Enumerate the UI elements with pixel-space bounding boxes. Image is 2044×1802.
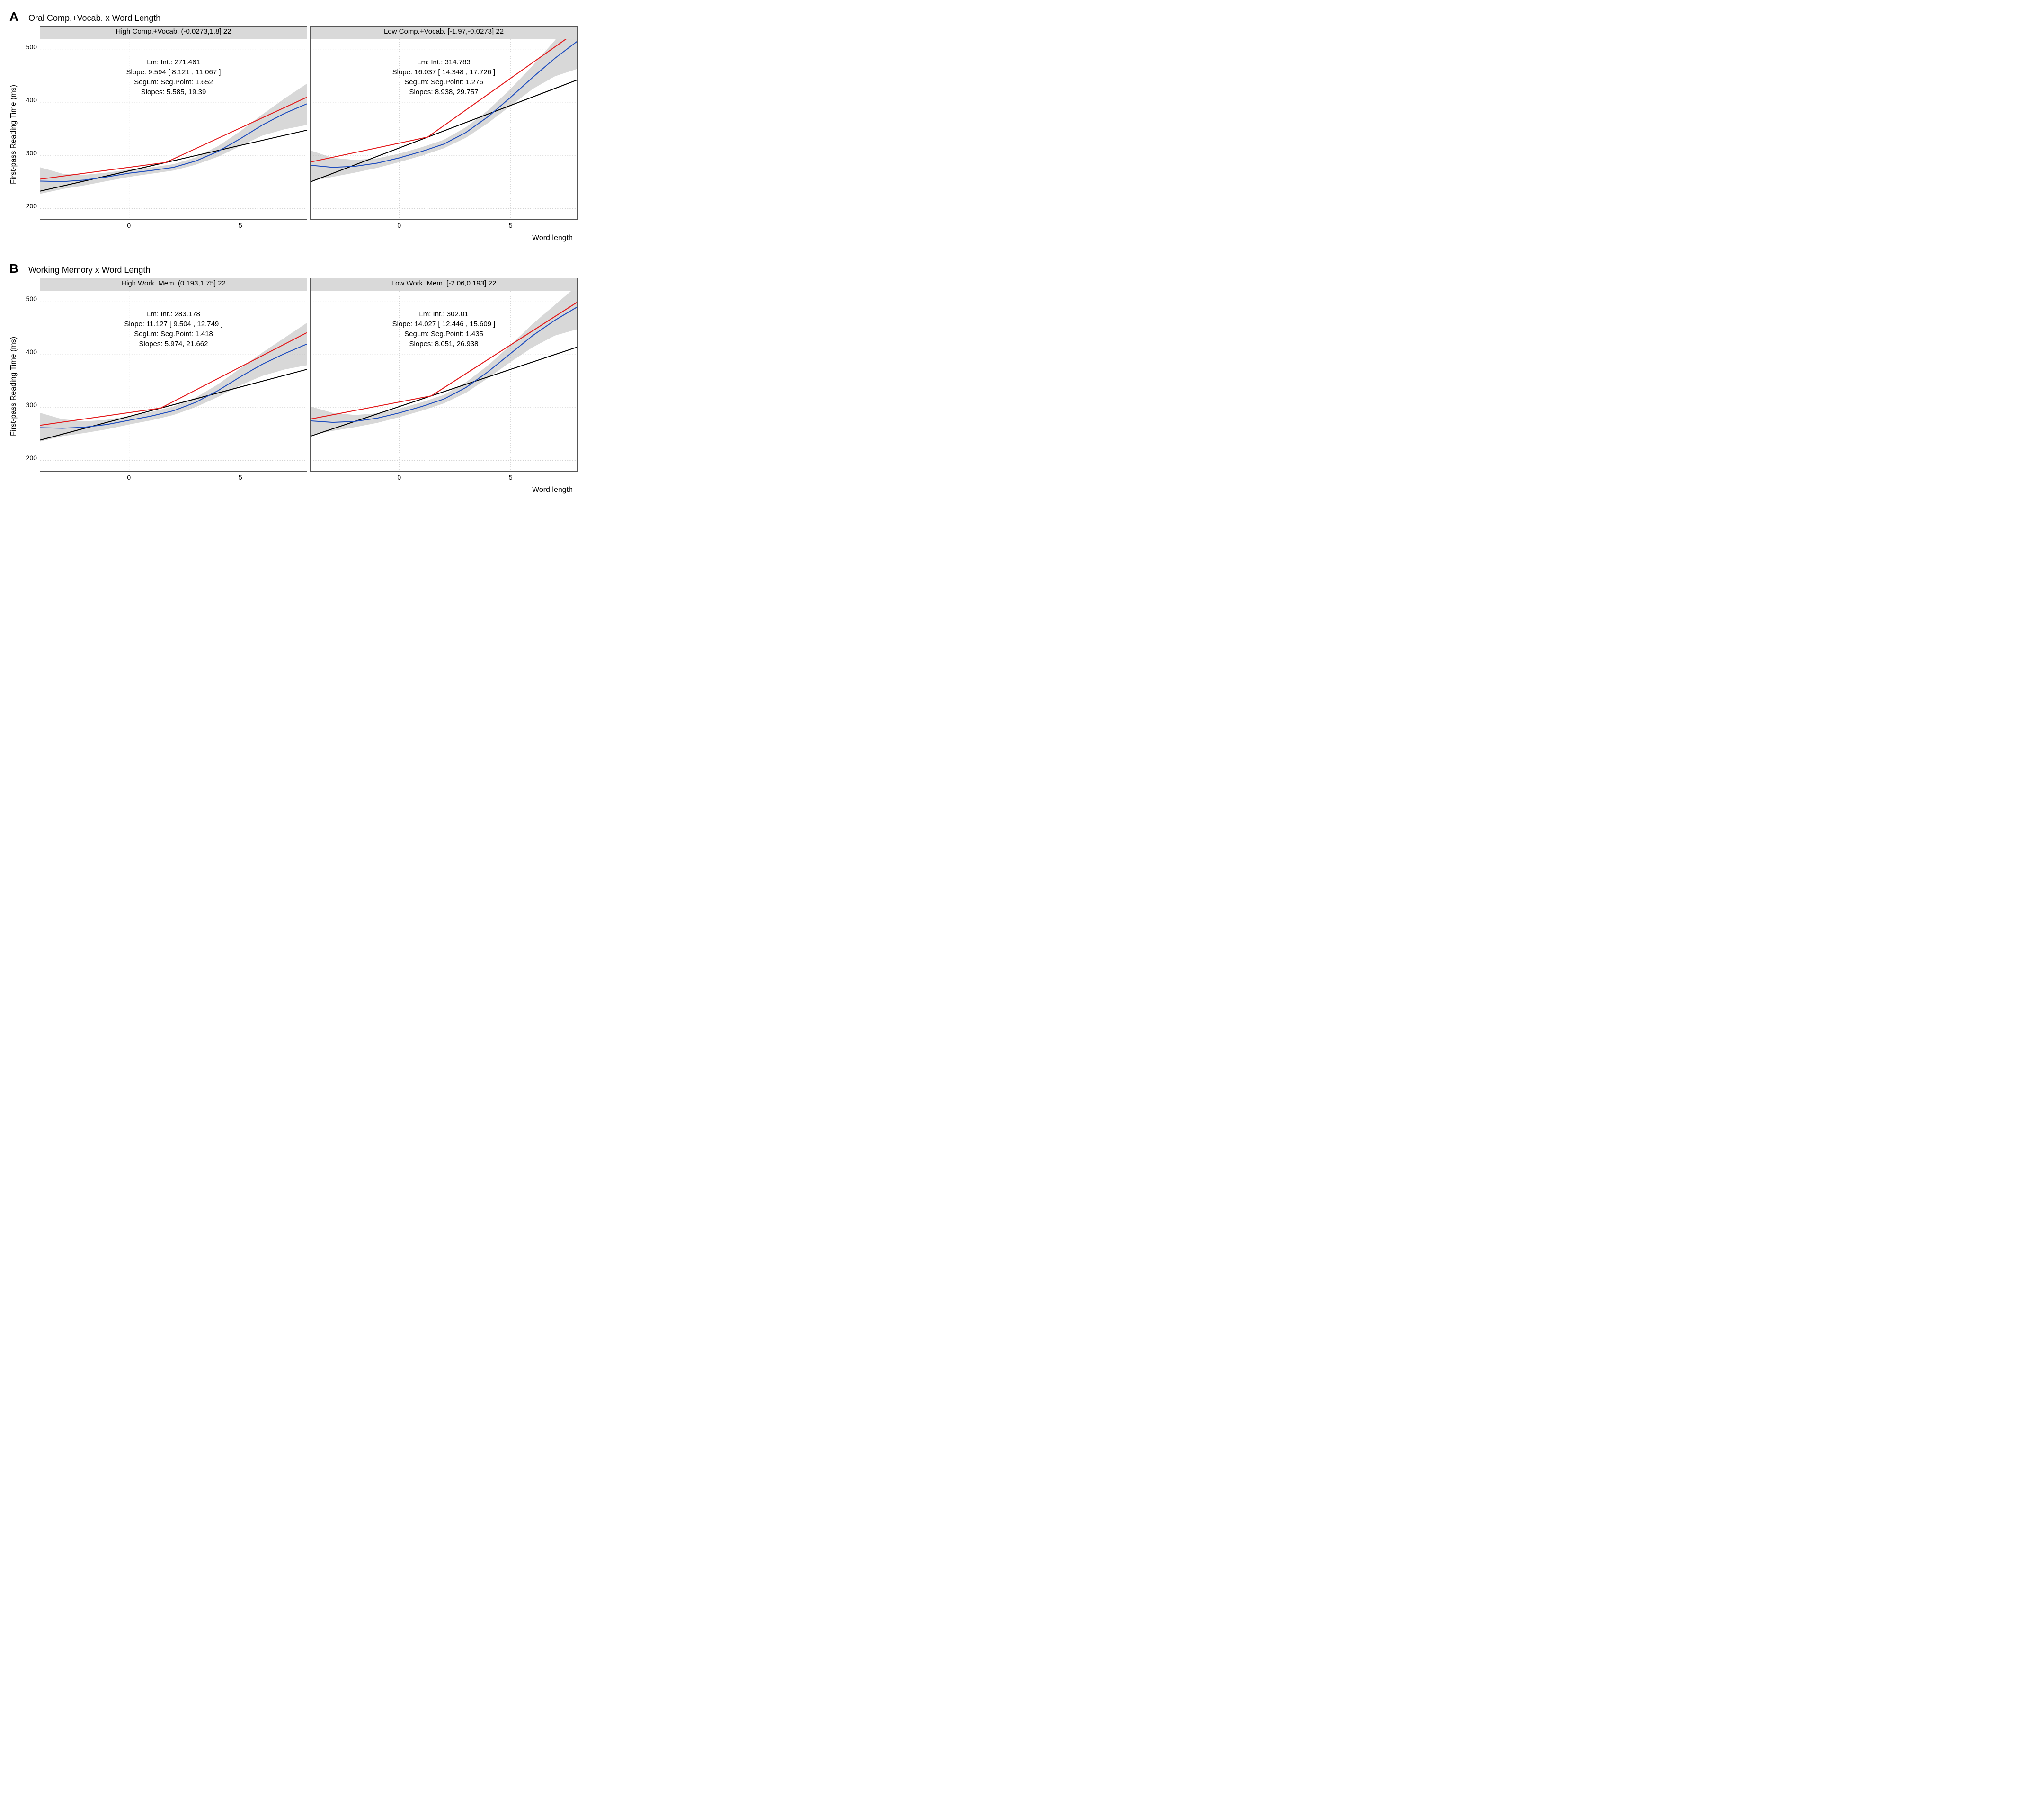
figure-letter: A <box>9 9 19 24</box>
plot-area: Lm: Int.: 271.461Slope: 9.594 [ 8.121 , … <box>40 39 307 220</box>
x-tick-label: 0 <box>397 222 401 229</box>
panel-annotation: Lm: Int.: 314.783Slope: 16.037 [ 14.348 … <box>392 57 496 97</box>
annotation-line: Slope: 16.037 [ 14.348 , 17.726 ] <box>392 67 496 77</box>
plot-area: Lm: Int.: 314.783Slope: 16.037 [ 14.348 … <box>310 39 578 220</box>
facet-strip: Low Work. Mem. [-2.06,0.193] 22 <box>310 278 578 291</box>
annotation-line: SegLm: Seg.Point: 1.418 <box>124 329 222 339</box>
x-axis-ticks: 05 <box>40 472 307 483</box>
facet-strip: Low Comp.+Vocab. [-1.97,-0.0273] 22 <box>310 26 578 39</box>
figure-A: A Oral Comp.+Vocab. x Word Length First-pa… <box>9 9 578 242</box>
y-tick-label: 400 <box>26 96 37 104</box>
annotation-line: Lm: Int.: 283.178 <box>124 309 222 319</box>
facet-strip: High Comp.+Vocab. (-0.0273,1.8] 22 <box>40 26 307 39</box>
confidence-ribbon <box>40 84 307 194</box>
annotation-line: Slope: 9.594 [ 8.121 , 11.067 ] <box>126 67 221 77</box>
facet-panel: High Comp.+Vocab. (-0.0273,1.8] 22 Lm: In… <box>40 26 307 231</box>
lm-line <box>311 347 577 436</box>
annotation-line: Slope: 14.027 [ 12.446 , 15.609 ] <box>392 319 496 329</box>
annotation-line: SegLm: Seg.Point: 1.435 <box>392 329 496 339</box>
annotation-line: SegLm: Seg.Point: 1.652 <box>126 77 221 87</box>
facet-panel: Low Comp.+Vocab. [-1.97,-0.0273] 22 Lm: I… <box>310 26 578 231</box>
x-tick-label: 5 <box>509 473 513 481</box>
annotation-line: Lm: Int.: 302.01 <box>392 309 496 319</box>
x-axis-ticks: 05 <box>310 472 578 483</box>
y-axis-label: First-pass Reading Time (ms) <box>9 85 21 184</box>
y-tick-label: 400 <box>26 348 37 356</box>
y-axis-label: First-pass Reading Time (ms) <box>9 337 21 436</box>
annotation-line: Slopes: 8.051, 26.938 <box>392 339 496 349</box>
x-axis-label: Word length <box>40 234 578 242</box>
y-tick-label: 500 <box>26 43 37 51</box>
figure-header: B Working Memory x Word Length <box>9 261 578 276</box>
lm-line <box>40 130 307 191</box>
figure-title: Oral Comp.+Vocab. x Word Length <box>28 13 160 23</box>
y-tick-label: 300 <box>26 401 37 409</box>
x-axis-ticks: 05 <box>310 220 578 231</box>
x-axis-ticks: 05 <box>40 220 307 231</box>
annotation-line: Slope: 11.127 [ 9.504 , 12.749 ] <box>124 319 222 329</box>
annotation-line: SegLm: Seg.Point: 1.276 <box>392 77 496 87</box>
x-tick-label: 5 <box>239 473 242 481</box>
panel-annotation: Lm: Int.: 302.01Slope: 14.027 [ 12.446 ,… <box>392 309 496 349</box>
x-tick-label: 5 <box>239 222 242 229</box>
y-tick-label: 300 <box>26 149 37 157</box>
x-tick-label: 5 <box>509 222 513 229</box>
x-tick-label: 0 <box>127 222 131 229</box>
y-tick-label: 500 <box>26 295 37 303</box>
facet-strip: High Work. Mem. (0.193,1.75] 22 <box>40 278 307 291</box>
plot-area: Lm: Int.: 302.01Slope: 14.027 [ 12.446 ,… <box>310 291 578 472</box>
facet-panel: Low Work. Mem. [-2.06,0.193] 22 Lm: Int.:… <box>310 278 578 483</box>
annotation-line: Slopes: 8.938, 29.757 <box>392 87 496 97</box>
x-tick-label: 0 <box>397 473 401 481</box>
annotation-line: Slopes: 5.585, 19.39 <box>126 87 221 97</box>
figure-B: B Working Memory x Word Length First-pass … <box>9 261 578 494</box>
y-axis-ticks: 200 300 400 500 <box>21 278 40 469</box>
panel-annotation: Lm: Int.: 283.178Slope: 11.127 [ 9.504 ,… <box>124 309 222 349</box>
figure-title: Working Memory x Word Length <box>28 265 150 275</box>
annotation-line: Lm: Int.: 314.783 <box>392 57 496 67</box>
y-tick-label: 200 <box>26 202 37 210</box>
plot-area: Lm: Int.: 283.178Slope: 11.127 [ 9.504 ,… <box>40 291 307 472</box>
y-tick-label: 200 <box>26 454 37 462</box>
x-axis-label: Word length <box>40 486 578 494</box>
figure-letter: B <box>9 261 19 276</box>
panel-annotation: Lm: Int.: 271.461Slope: 9.594 [ 8.121 , … <box>126 57 221 97</box>
annotation-line: Slopes: 5.974, 21.662 <box>124 339 222 349</box>
facet-panel: High Work. Mem. (0.193,1.75] 22 Lm: Int.:… <box>40 278 307 483</box>
lm-line <box>40 369 307 440</box>
y-axis-ticks: 200 300 400 500 <box>21 26 40 217</box>
annotation-line: Lm: Int.: 271.461 <box>126 57 221 67</box>
x-tick-label: 0 <box>127 473 131 481</box>
figure-header: A Oral Comp.+Vocab. x Word Length <box>9 9 578 24</box>
